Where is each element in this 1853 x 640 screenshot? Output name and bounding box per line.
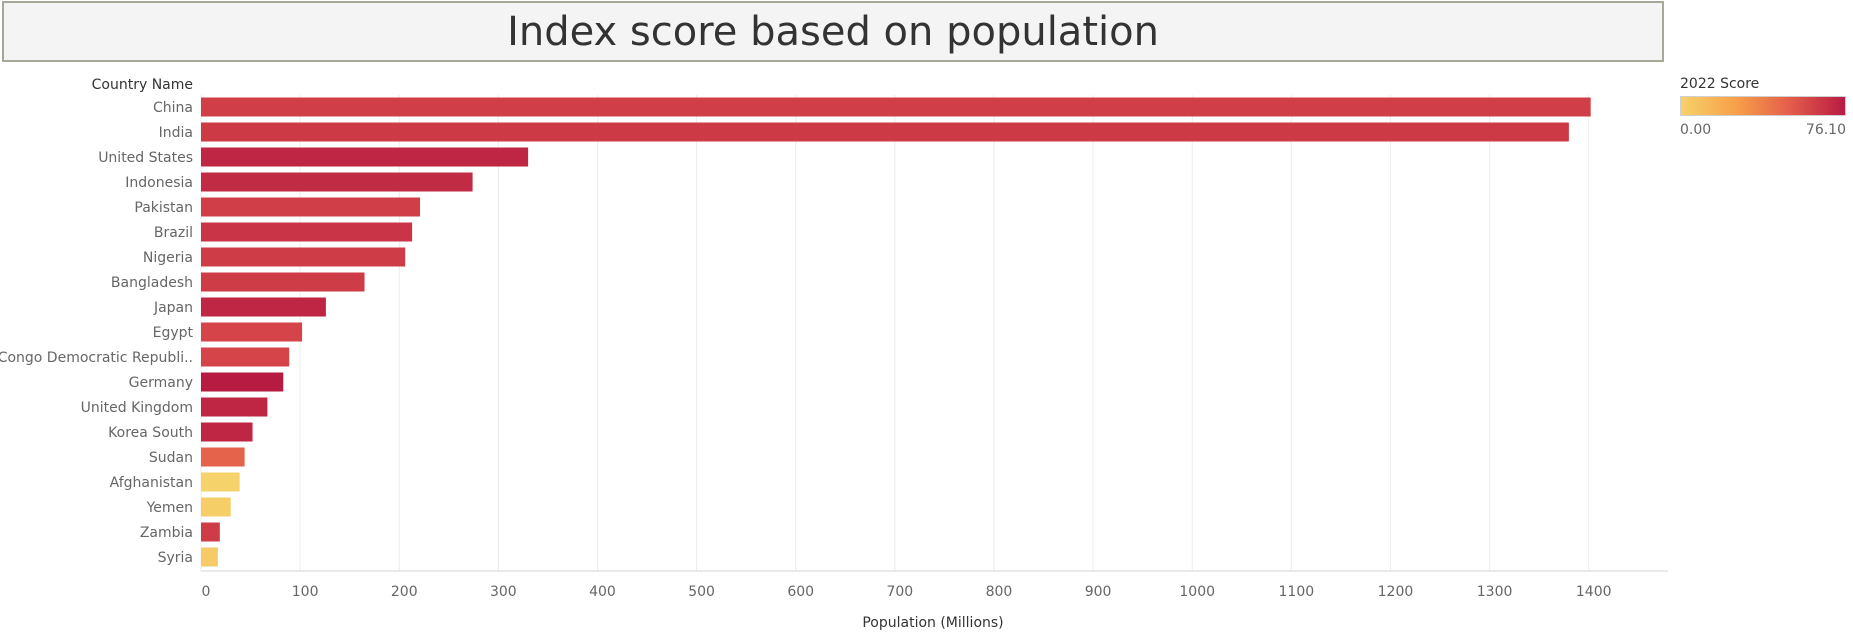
- category-label: Yemen: [146, 500, 193, 516]
- x-tick-label: 1200: [1378, 584, 1414, 600]
- category-label: Indonesia: [125, 175, 193, 191]
- x-tick-label: 0: [202, 584, 211, 600]
- chart-title: Index score based on population: [507, 8, 1159, 55]
- chart-title-box: Index score based on population: [2, 1, 1664, 62]
- category-label: United Kingdom: [81, 400, 193, 416]
- x-tick-label: 300: [490, 584, 517, 600]
- category-label: Korea South: [108, 425, 193, 441]
- legend-gradient-bar: [1680, 96, 1846, 116]
- bar[interactable]: [201, 172, 473, 192]
- x-tick-label: 1400: [1576, 584, 1612, 600]
- x-tick-label: 1300: [1477, 584, 1513, 600]
- x-tick-label: 1100: [1279, 584, 1315, 600]
- bar[interactable]: [201, 347, 290, 367]
- category-label: United States: [98, 150, 193, 166]
- x-tick-label: 100: [292, 584, 319, 600]
- bar[interactable]: [201, 372, 284, 392]
- legend-title: 2022 Score: [1680, 76, 1760, 92]
- bar[interactable]: [201, 247, 406, 267]
- category-label: Congo Democratic Republi..: [0, 350, 193, 366]
- bar[interactable]: [201, 222, 413, 242]
- x-tick-label: 1000: [1179, 584, 1215, 600]
- category-label: Pakistan: [134, 200, 193, 216]
- legend-max-label: 76.10: [1805, 122, 1846, 138]
- bar[interactable]: [201, 147, 529, 167]
- bar[interactable]: [201, 547, 218, 567]
- category-label: Japan: [153, 300, 193, 316]
- category-label: India: [159, 125, 193, 141]
- bar[interactable]: [201, 522, 220, 542]
- legend-min-label: 0.00: [1680, 122, 1712, 138]
- x-tick-label: 700: [886, 584, 913, 600]
- category-label: Brazil: [154, 225, 193, 241]
- category-label: Sudan: [149, 450, 193, 466]
- x-axis-title: Population (Millions): [862, 615, 1003, 631]
- category-label: Egypt: [153, 325, 194, 341]
- category-label: Nigeria: [143, 250, 193, 266]
- category-label: Syria: [158, 550, 193, 566]
- x-tick-label: 900: [1085, 584, 1112, 600]
- bar[interactable]: [201, 447, 245, 467]
- x-tick-label: 500: [688, 584, 715, 600]
- bar[interactable]: [201, 497, 231, 517]
- bar[interactable]: [201, 297, 326, 317]
- x-tick-label: 600: [787, 584, 814, 600]
- bar[interactable]: [201, 397, 268, 417]
- category-label: Bangladesh: [111, 275, 193, 291]
- legend-labels: 0.00 76.10: [1680, 122, 1846, 138]
- category-label: China: [153, 100, 193, 116]
- bar[interactable]: [201, 97, 1591, 117]
- x-tick-label: 200: [391, 584, 418, 600]
- row-header: Country Name: [92, 77, 193, 93]
- x-tick-label: 400: [589, 584, 616, 600]
- category-label: Germany: [129, 375, 193, 391]
- x-tick-label: 800: [986, 584, 1013, 600]
- category-label: Afghanistan: [110, 475, 193, 491]
- bar[interactable]: [201, 422, 253, 442]
- bar[interactable]: [201, 272, 365, 292]
- bar[interactable]: [201, 472, 240, 492]
- color-legend: 2022 Score 0.00 76.10: [1680, 76, 1850, 138]
- bar[interactable]: [201, 322, 303, 342]
- bar[interactable]: [201, 122, 1569, 142]
- bar[interactable]: [201, 197, 421, 217]
- category-label: Zambia: [140, 525, 193, 541]
- bar-chart: Country Name China India United States Indon…: [0, 77, 1668, 631]
